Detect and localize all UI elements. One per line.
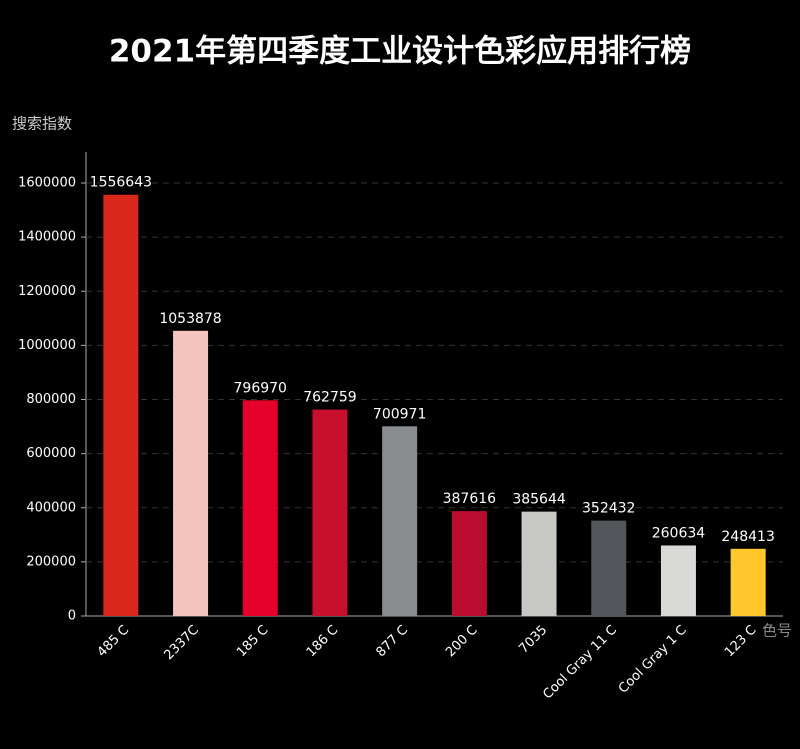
value-label: 700971 — [373, 406, 426, 422]
bar — [730, 548, 766, 616]
y-tick-label: 200000 — [26, 554, 76, 569]
value-label: 387616 — [443, 491, 497, 507]
y-axis-label: 搜索指数 — [12, 115, 72, 133]
value-label: 352432 — [582, 501, 635, 517]
y-tick-label: 1000000 — [18, 338, 76, 353]
y-tick-label: 800000 — [26, 392, 76, 407]
chart-title: 2021年第四季度工业设计色彩应用排行榜 — [109, 34, 691, 70]
value-label: 248413 — [721, 529, 774, 545]
y-tick-label: 1200000 — [18, 284, 76, 299]
value-label: 1556643 — [90, 175, 152, 191]
bar — [660, 545, 696, 616]
bar — [103, 194, 139, 616]
bar — [382, 426, 418, 616]
bar — [312, 409, 348, 616]
x-axis-label: 色号 — [762, 622, 792, 640]
y-tick-label: 600000 — [26, 446, 76, 461]
bar — [173, 330, 209, 616]
value-label: 385644 — [512, 492, 566, 508]
value-label: 260634 — [652, 525, 706, 541]
bar — [242, 400, 278, 616]
bar — [591, 520, 627, 616]
bar — [451, 511, 487, 616]
value-label: 762759 — [303, 390, 356, 406]
y-tick-label: 400000 — [26, 500, 76, 515]
bar — [521, 511, 557, 616]
value-label: 796970 — [234, 380, 287, 396]
y-tick-label: 1600000 — [18, 176, 76, 191]
value-label: 1053878 — [159, 311, 221, 327]
y-tick-label: 1400000 — [18, 230, 76, 245]
y-tick-label: 0 — [68, 609, 76, 624]
